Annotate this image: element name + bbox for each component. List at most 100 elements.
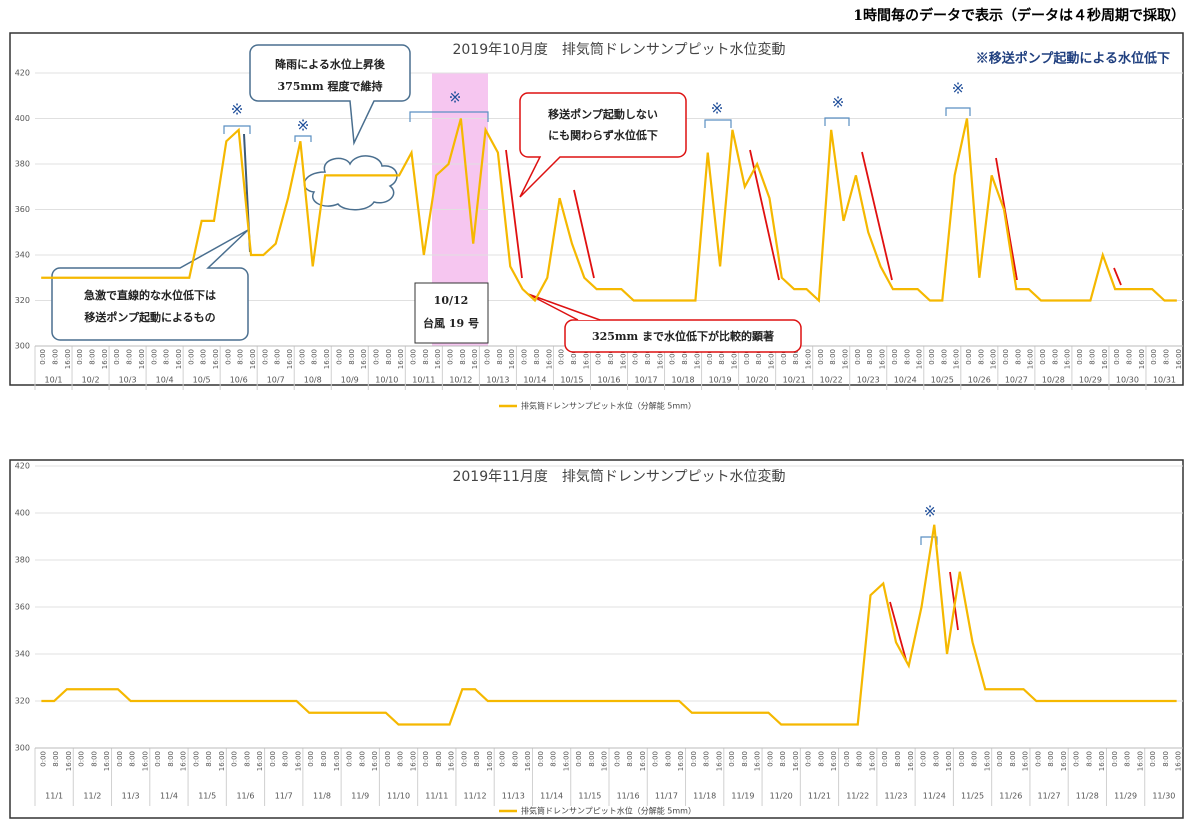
x-tick-label: 8:00	[664, 751, 672, 767]
x-tick-label: 16:00	[141, 751, 149, 771]
x-group-label: 11/12	[464, 792, 487, 801]
callout	[249, 44, 411, 146]
x-tick-label: 16:00	[1175, 349, 1183, 369]
x-tick-label: 8:00	[311, 349, 319, 365]
x-tick-label: 0:00	[384, 751, 392, 767]
x-tick-label: 8:00	[817, 751, 825, 767]
x-group-label: 10/7	[267, 376, 285, 385]
x-group-label: 10/2	[82, 376, 100, 385]
x-tick-label: 16:00	[1136, 751, 1144, 771]
x-tick-label: 16:00	[65, 751, 73, 771]
x-group-label: 11/23	[884, 792, 907, 801]
x-group-label: 10/17	[635, 376, 658, 385]
x-tick-label: 8:00	[977, 349, 985, 365]
x-tick-label: 16:00	[990, 349, 998, 369]
x-tick-label: 0:00	[231, 751, 239, 767]
x-group-label: 11/27	[1038, 792, 1061, 801]
x-group-label: 11/7	[275, 792, 293, 801]
x-group-label: 11/30	[1152, 792, 1175, 801]
x-group-label: 10/28	[1042, 376, 1065, 385]
x-tick-label: 0:00	[817, 349, 825, 365]
x-tick-label: 16:00	[1098, 751, 1106, 771]
cloud	[303, 155, 398, 211]
x-tick-label: 0:00	[632, 349, 640, 365]
x-group-label: 10/26	[968, 376, 991, 385]
x-tick-label: 8:00	[779, 751, 787, 767]
x-group-label: 11/28	[1076, 792, 1099, 801]
x-tick-label: 8:00	[274, 349, 282, 365]
x-tick-label: 16:00	[907, 751, 915, 771]
x-tick-label: 0:00	[881, 751, 889, 767]
x-tick-label: 0:00	[484, 349, 492, 365]
x-tick-label: 0:00	[996, 751, 1004, 767]
x-tick-label: 16:00	[138, 349, 146, 369]
pump-mark: ※	[832, 94, 845, 112]
x-tick-label: 8:00	[163, 349, 171, 365]
y-tick-label: 380	[15, 556, 30, 565]
chart-title: 2019年11月度 排気筒ドレンサンプピット水位変動	[452, 468, 785, 485]
x-group-label: 10/1	[45, 376, 63, 385]
x-tick-label: 16:00	[101, 349, 109, 369]
x-tick-label: 16:00	[842, 349, 850, 369]
x-group-label: 11/3	[122, 792, 140, 801]
x-tick-label: 0:00	[965, 349, 973, 365]
x-tick-label: 16:00	[1064, 349, 1072, 369]
pump-mark: ※	[231, 101, 244, 119]
x-tick-label: 16:00	[524, 751, 532, 771]
x-tick-label: 16:00	[715, 751, 723, 771]
pump-mark: ※	[952, 80, 965, 98]
x-tick-label: 8:00	[856, 751, 864, 767]
callout-text: 急激で直線的な水位低下は	[84, 288, 216, 302]
x-group-label: 10/10	[375, 376, 398, 385]
x-tick-label: 0:00	[1076, 349, 1084, 365]
x-tick-label: 8:00	[1085, 751, 1093, 767]
x-group-label: 10/9	[341, 376, 359, 385]
x-tick-label: 8:00	[903, 349, 911, 365]
x-tick-label: 16:00	[754, 751, 762, 771]
x-tick-label: 0:00	[743, 349, 751, 365]
callout-tail	[527, 293, 601, 321]
x-tick-label: 16:00	[333, 751, 341, 771]
callout	[51, 229, 249, 341]
x-tick-label: 0:00	[575, 751, 583, 767]
data-line	[41, 118, 1177, 303]
y-tick-label: 340	[15, 251, 30, 260]
x-tick-label: 8:00	[607, 349, 615, 365]
x-tick-label: 16:00	[582, 349, 590, 369]
x-group-label: 11/14	[540, 792, 563, 801]
callout-text: にも関わらず水位低下	[548, 128, 658, 142]
x-tick-label: 0:00	[521, 349, 529, 365]
x-tick-label: 16:00	[180, 751, 188, 771]
x-tick-label: 8:00	[205, 751, 213, 767]
x-tick-label: 0:00	[706, 349, 714, 365]
x-tick-label: 8:00	[1088, 349, 1096, 365]
x-group-label: 11/10	[387, 792, 410, 801]
x-tick-label: 8:00	[626, 751, 634, 767]
x-tick-label: 0:00	[1113, 349, 1121, 365]
x-tick-label: 0:00	[920, 751, 928, 767]
x-tick-label: 16:00	[212, 349, 220, 369]
x-group-label: 10/8	[304, 376, 322, 385]
x-tick-label: 8:00	[792, 349, 800, 365]
x-tick-label: 8:00	[243, 751, 251, 767]
x-tick-label: 8:00	[588, 751, 596, 767]
x-tick-label: 0:00	[766, 751, 774, 767]
x-tick-label: 0:00	[805, 751, 813, 767]
x-group-label: 10/3	[119, 376, 137, 385]
x-group-label: 11/13	[502, 792, 525, 801]
x-group-label: 11/26	[999, 792, 1022, 801]
callout-text: 10/12	[434, 294, 469, 307]
x-tick-label: 0:00	[261, 349, 269, 365]
x-tick-label: 8:00	[89, 349, 97, 365]
x-tick-label: 16:00	[805, 349, 813, 369]
x-group-label: 10/14	[523, 376, 546, 385]
x-group-label: 10/19	[709, 376, 732, 385]
x-tick-label: 8:00	[126, 349, 134, 365]
x-tick-label: 8:00	[550, 751, 558, 767]
x-tick-label: 0:00	[372, 349, 380, 365]
x-tick-label: 16:00	[601, 751, 609, 771]
x-tick-label: 16:00	[448, 751, 456, 771]
x-tick-label: 0:00	[78, 751, 86, 767]
callout-text: 移送ポンプ起動しない	[548, 107, 658, 121]
x-tick-label: 8:00	[473, 751, 481, 767]
